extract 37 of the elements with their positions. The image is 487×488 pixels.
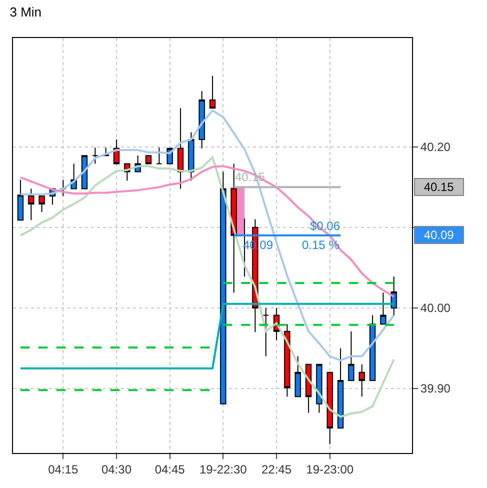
candlestick bbox=[316, 364, 322, 414]
candlestick bbox=[177, 108, 184, 190]
y-tick-label: 39.90 bbox=[420, 382, 451, 396]
candlestick bbox=[380, 292, 386, 325]
candlestick bbox=[156, 147, 162, 164]
candlestick bbox=[28, 188, 34, 221]
candlestick bbox=[230, 163, 237, 294]
x-tick-label: 04:15 bbox=[48, 462, 78, 476]
candlestick bbox=[262, 307, 269, 357]
candlestick bbox=[92, 147, 98, 164]
candlestick bbox=[198, 90, 205, 149]
x-tick-label: 04:45 bbox=[154, 462, 186, 476]
text: 40.15 bbox=[424, 180, 454, 194]
text: 40.09 bbox=[424, 228, 454, 242]
candlestick bbox=[145, 155, 152, 164]
x-tick-label: 04:30 bbox=[101, 462, 132, 476]
line-series bbox=[19, 165, 395, 298]
candlestick bbox=[358, 364, 365, 398]
candlestick bbox=[337, 348, 344, 429]
x-tick-label: 19-23:00 bbox=[306, 462, 354, 476]
y-tick-label: 40.20 bbox=[420, 140, 451, 154]
candlestick bbox=[17, 179, 24, 221]
candlestick bbox=[294, 356, 301, 398]
annotation: 0.15 % bbox=[302, 238, 340, 252]
line-series bbox=[19, 110, 395, 362]
line-series bbox=[19, 156, 395, 418]
candlestick bbox=[348, 330, 354, 381]
candlestick bbox=[284, 324, 290, 398]
candlestick bbox=[188, 132, 194, 182]
chart-title: 3 Min bbox=[10, 4, 42, 20]
x-tick-label: 19-22:30 bbox=[199, 462, 248, 476]
y-tick-label: 40.00 bbox=[420, 301, 451, 316]
x-tick-label: 22:45 bbox=[261, 462, 292, 476]
annotation: $0.06 bbox=[310, 219, 340, 233]
candlestick bbox=[326, 372, 333, 445]
candlestick bbox=[38, 195, 45, 213]
candlestick bbox=[209, 75, 216, 109]
